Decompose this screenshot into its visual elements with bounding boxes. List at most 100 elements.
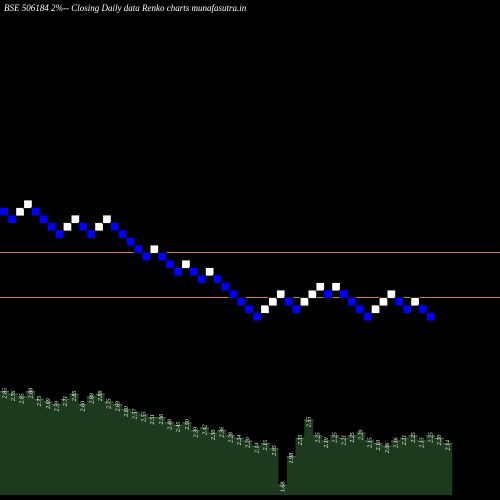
volume-top	[217, 430, 227, 432]
volume-top	[17, 396, 27, 398]
renko-brick	[260, 304, 270, 314]
renko-brick	[110, 222, 120, 232]
renko-brick	[0, 207, 9, 217]
price-label: 2.85	[20, 393, 26, 404]
renko-brick	[86, 229, 96, 239]
volume-top	[208, 432, 218, 434]
volume-top	[182, 422, 192, 424]
volume-top	[443, 443, 453, 445]
renko-brick	[165, 259, 175, 269]
price-label: 2.15	[263, 440, 269, 451]
renko-brick	[268, 297, 278, 307]
price-label: 2.85	[72, 391, 78, 402]
volume-bar	[8, 393, 18, 495]
volume-top	[165, 422, 175, 424]
volume-top	[304, 419, 314, 421]
renko-brick	[126, 237, 136, 247]
renko-brick	[197, 274, 207, 284]
volume-bar	[278, 484, 288, 495]
volume-bar	[391, 440, 401, 495]
renko-brick	[189, 267, 199, 277]
volume-top	[156, 417, 166, 419]
volume-bar	[425, 435, 435, 495]
volume-top	[339, 437, 348, 439]
volume-top	[356, 432, 366, 434]
volume-bar	[330, 435, 340, 495]
renko-brick	[70, 214, 80, 224]
volume-top	[286, 456, 296, 458]
renko-brick	[276, 289, 286, 299]
volume-top	[113, 404, 122, 406]
price-label: 2.69	[46, 398, 52, 409]
price-label: 2.85	[2, 388, 8, 399]
renko-brick	[39, 214, 49, 224]
renko-brick	[299, 297, 310, 307]
price-label: 2.88	[28, 388, 34, 399]
volume-top	[34, 398, 44, 400]
renko-brick	[370, 304, 381, 314]
renko-brick	[410, 297, 420, 307]
renko-brick	[220, 282, 231, 292]
price-label: 2.19	[324, 437, 330, 448]
volume-bar	[52, 404, 62, 495]
volume-top	[295, 437, 305, 439]
volume-bar	[434, 437, 444, 495]
renko-brick	[426, 312, 436, 322]
volume-bar	[321, 440, 331, 495]
price-label: 2.20	[437, 435, 443, 446]
volume-bar	[173, 424, 183, 495]
volume-top	[434, 437, 444, 439]
renko-brick	[331, 282, 341, 292]
volume-bar	[260, 443, 270, 495]
volume-bar	[382, 445, 392, 495]
price-label: 2.25	[428, 432, 434, 443]
volume-bar	[304, 419, 314, 495]
price-label: 2.42	[201, 424, 208, 435]
renko-brick	[181, 259, 191, 269]
renko-brick	[228, 289, 239, 299]
volume-bar	[226, 435, 235, 495]
volume-top	[347, 435, 357, 437]
volume-top	[226, 435, 235, 437]
volume-top	[425, 435, 435, 437]
renko-brick	[15, 207, 25, 217]
volume-top	[95, 393, 105, 395]
renko-brick	[94, 222, 104, 232]
volume-top	[8, 393, 18, 395]
renko-brick	[133, 244, 144, 254]
volume-bar	[269, 448, 279, 495]
volume-bar	[443, 443, 453, 495]
volume-bar	[104, 401, 114, 495]
renko-brick	[315, 282, 325, 292]
volume-bar	[34, 398, 44, 495]
volume-bar	[165, 422, 175, 495]
volume-top	[408, 435, 418, 437]
renko-brick	[204, 267, 215, 277]
volume-bar	[417, 440, 427, 495]
price-label: 2.60	[124, 406, 130, 417]
renko-brick	[362, 312, 373, 322]
price-label: 2.89	[98, 391, 104, 402]
volume-top	[278, 484, 288, 486]
price-label: 2.35	[298, 435, 304, 446]
renko-brick	[323, 289, 333, 299]
price-label: 2.25	[333, 432, 339, 443]
volume-bar	[121, 409, 131, 495]
volume-bar	[78, 404, 88, 495]
volume-top	[43, 401, 53, 403]
price-label: 2.45	[175, 422, 182, 433]
volume-top	[399, 437, 409, 439]
volume-bar	[365, 440, 375, 495]
volume-top	[26, 391, 36, 393]
volume-bar	[286, 456, 296, 495]
renko-brick	[102, 214, 112, 224]
volume-bar	[113, 404, 122, 495]
renko-brick	[378, 297, 389, 307]
price-label: 1.68	[281, 482, 287, 493]
price-label: 2.56	[159, 414, 165, 425]
renko-brick	[31, 207, 41, 217]
price-label: 2.39	[194, 427, 200, 438]
renko-brick	[394, 297, 404, 307]
volume-top	[382, 445, 392, 447]
volume-bar	[182, 422, 192, 495]
